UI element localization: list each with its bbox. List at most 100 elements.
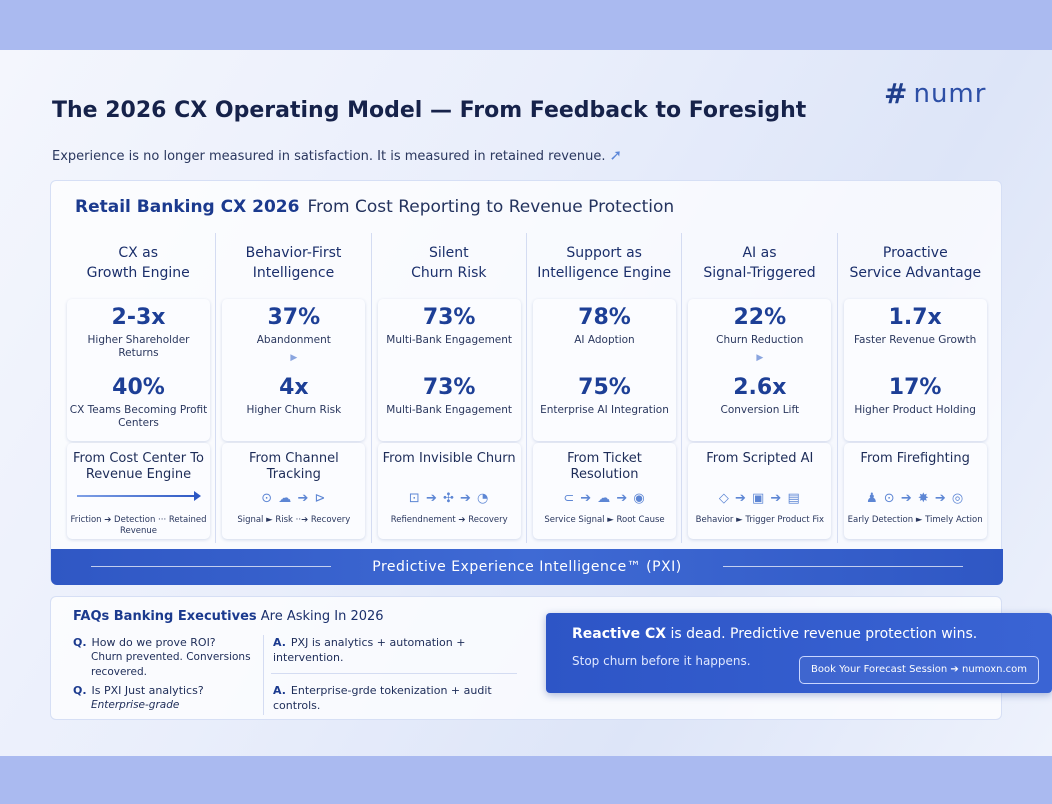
play-arrow-icon: ▶ xyxy=(290,353,298,363)
stat-label: Enterprise AI Integration xyxy=(540,404,669,416)
stat-value: 75% xyxy=(578,375,631,400)
pillar-title: Proactive Service Advantage xyxy=(838,243,993,283)
stat-value: 40% xyxy=(112,375,165,400)
stat-label: Higher Product Holding xyxy=(854,404,976,416)
shift-title: From Invisible Churn xyxy=(382,451,516,466)
pillar-title-line: Intelligence Engine xyxy=(537,265,672,281)
stat-value: 1.7x xyxy=(888,305,942,330)
pxi-banner-text: Predictive Experience Intelligence™ (PXI… xyxy=(372,559,682,575)
stat-value: 2-3x xyxy=(111,305,166,330)
stat-label: Churn Reduction xyxy=(716,334,804,346)
question-detail: Churn prevented. Conversions recovered. xyxy=(91,651,251,678)
pillar-column: CX as Growth Engine 2-3x Higher Sharehol… xyxy=(61,233,217,543)
pillar-title-line: AI as xyxy=(742,245,777,261)
pillar-title-line: Churn Risk xyxy=(411,265,487,281)
shift-title: From Firefighting xyxy=(860,451,970,466)
faq-divider xyxy=(263,635,264,715)
faq-question: Q. How do we prove ROI? Churn prevented. … xyxy=(73,635,257,680)
cta-subtext: Stop churn before it happens. xyxy=(572,654,751,668)
shift-card: From Cost Center To Revenue Engine Frict… xyxy=(67,443,210,539)
shift-title: From Channel Tracking xyxy=(248,451,339,482)
top-margin xyxy=(0,0,1052,50)
shift-card: From Scripted AI ◇ ➔ ▣ ➔ ▤ Behavior ► Tr… xyxy=(688,443,832,539)
stat-primary: 37% Abandonment xyxy=(222,305,365,347)
play-arrow-icon: ▶ xyxy=(756,353,764,363)
question-text: Is PXI Just analytics? xyxy=(91,684,204,697)
brand-logo: # numr xyxy=(884,80,986,108)
answer-marker: A. xyxy=(273,684,286,697)
flow-icons: ⊂ ➔ ☁ ➔ ◉ xyxy=(563,491,646,506)
question-marker: Q. xyxy=(73,636,87,649)
stat-primary: 1.7x Faster Revenue Growth xyxy=(844,305,987,347)
flow-icons: ⊙ ☁ ➔ ⊳ xyxy=(261,491,327,506)
pillar-column: Support as Intelligence Engine 78% AI Ad… xyxy=(527,233,683,543)
stat-card: 1.7x Faster Revenue Growth 17% Higher Pr… xyxy=(843,299,987,441)
cta-headline-bold: Reactive CX xyxy=(572,626,667,642)
stat-primary: 73% Multi-Bank Engagement xyxy=(378,305,521,347)
shift-title: From Cost Center To Revenue Engine xyxy=(73,451,204,482)
stat-value: 2.6x xyxy=(733,375,787,400)
stat-primary: 78% AI Adoption xyxy=(533,305,676,347)
stat-secondary: 75% Enterprise AI Integration xyxy=(533,375,676,417)
subtitle-text: Experience is no longer measured in sati… xyxy=(52,149,606,164)
faq-answer: A. PXJ is analytics + automation + interv… xyxy=(273,635,513,665)
stat-value: 22% xyxy=(733,305,787,330)
cta-banner: Reactive CX is dead. Predictive revenue … xyxy=(546,613,1052,693)
question-detail: Enterprise-grade xyxy=(91,699,180,711)
logo-text: numr xyxy=(913,79,987,109)
shift-card: From Invisible Churn ⊡ ➔ ✣ ➔ ◔ Refiendne… xyxy=(377,443,521,539)
shift-title: From Ticket Resolution xyxy=(567,451,642,482)
banner-rule-right xyxy=(723,566,963,567)
stat-primary: 2-3x Higher Shareholder Returns xyxy=(67,305,210,360)
stat-value: 17% xyxy=(888,375,942,400)
answer-marker: A. xyxy=(273,636,286,649)
banner-rule-left xyxy=(91,566,331,567)
stat-card: 78% AI Adoption 75% Enterprise AI Integr… xyxy=(532,299,676,441)
cta-headline-rest: is dead. Predictive revenue protection w… xyxy=(670,626,978,642)
stat-value: 78% xyxy=(578,305,631,330)
question-marker: Q. xyxy=(73,684,87,697)
stat-secondary: 2.6x Conversion Lift xyxy=(688,375,831,417)
card-heading-bold: Retail Banking CX 2026 xyxy=(75,197,300,217)
pillar-title: AI as Signal-Triggered xyxy=(682,243,836,283)
stat-card: 22% Churn Reduction ▶ 2.6x Conversion Li… xyxy=(688,299,832,441)
answer-text: Enterprise-grde tokenization + audit con… xyxy=(273,684,492,712)
shift-title: From Scripted AI xyxy=(706,451,814,466)
stat-card: 2-3x Higher Shareholder Returns 40% CX T… xyxy=(67,299,210,441)
flow-icons: ◇ ➔ ▣ ➔ ▤ xyxy=(718,491,801,506)
pillar-title-line: Intelligence xyxy=(252,265,335,281)
flow-caption: Early Detection ► Timely Action xyxy=(847,515,983,525)
stat-secondary: 73% Multi-Bank Engagement xyxy=(378,375,521,417)
infographic-page: The 2026 CX Operating Model — From Feedb… xyxy=(0,50,1052,756)
flow-caption: Signal ► Risk ··➔ Recovery xyxy=(237,515,351,525)
book-session-button[interactable]: Book Your Forecast Session ➔ numoxn.com xyxy=(799,656,1039,684)
stat-value: 37% xyxy=(267,305,321,330)
bottom-margin xyxy=(0,756,1052,804)
stat-label: CX Teams Becoming Profit Centers xyxy=(69,404,208,429)
pillar-title: Silent Churn Risk xyxy=(372,243,526,283)
faq-heading: FAQs Banking Executives Are Asking In 20… xyxy=(73,609,384,624)
pxi-banner: Predictive Experience Intelligence™ (PXI… xyxy=(51,549,1003,585)
flow-arrow-icon xyxy=(77,491,201,501)
faq-answer: A. Enterprise-grde tokenization + audit c… xyxy=(273,683,513,713)
pillar-column: Silent Churn Risk 73% Multi-Bank Engagem… xyxy=(372,233,527,543)
pillar-title-line: Proactive xyxy=(882,245,948,261)
faq-heading-rest: Are Asking In 2026 xyxy=(260,609,384,624)
stat-label: Abandonment xyxy=(256,334,331,346)
question-text: How do we prove ROI? xyxy=(91,636,216,649)
shift-card: From Channel Tracking ⊙ ☁ ➔ ⊳ Signal ► R… xyxy=(222,443,366,539)
pillar-title-line: Service Advantage xyxy=(849,265,982,281)
pillar-title: CX as Growth Engine xyxy=(61,243,215,283)
stat-card: 73% Multi-Bank Engagement 73% Multi-Bank… xyxy=(377,299,521,441)
pillar-columns: CX as Growth Engine 2-3x Higher Sharehol… xyxy=(61,233,993,543)
card-heading-rest: From Cost Reporting to Revenue Protectio… xyxy=(307,197,675,217)
shift-card: From Firefighting ♟ ⊙ ➔ ✸ ➔ ◎ Early Dete… xyxy=(843,443,987,539)
card-heading: Retail Banking CX 2026 From Cost Reportin… xyxy=(75,197,674,217)
stat-value: 4x xyxy=(279,375,309,400)
pillar-column: Behavior-First Intelligence 37% Abandonm… xyxy=(216,233,372,543)
stat-label: Higher Shareholder Returns xyxy=(87,334,190,359)
faq-question: Q. Is PXI Just analytics? Enterprise-grad… xyxy=(73,683,257,713)
pillar-column: AI as Signal-Triggered 22% Churn Reducti… xyxy=(682,233,838,543)
cx-model-card: Retail Banking CX 2026 From Cost Reportin… xyxy=(50,180,1003,585)
answer-text: PXJ is analytics + automation + interven… xyxy=(273,636,466,664)
